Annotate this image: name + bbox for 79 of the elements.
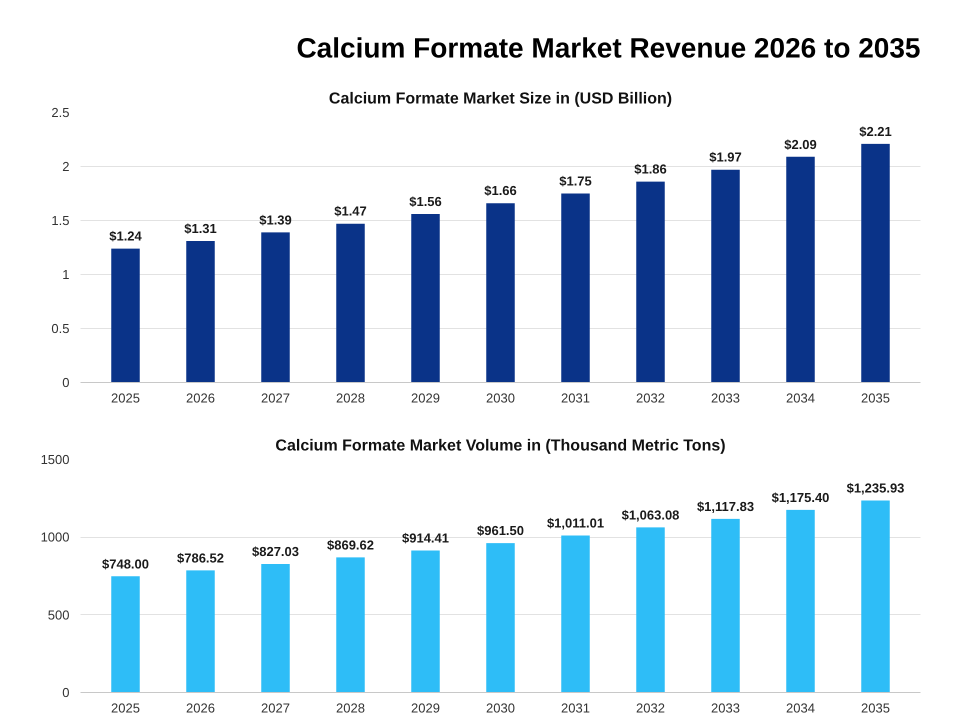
bar [261,564,290,692]
bar [786,156,815,382]
bar [561,194,590,382]
x-tick-label: 2028 [336,700,365,716]
y-tick-label: 2.5 [51,105,70,120]
data-label: $748.00 [102,556,150,572]
y-tick-label: 2 [62,159,70,174]
x-tick-label: 2032 [636,390,665,406]
x-tick-label: 2029 [411,700,440,716]
y-tick-label: 1 [62,267,70,282]
y-tick-label: 0 [62,685,70,700]
data-label: $1.24 [109,228,143,244]
bar [486,203,515,382]
y-tick-label: 1500 [40,452,70,467]
bar [111,248,140,382]
data-label: $1.97 [709,150,742,165]
data-label: $786.52 [177,550,224,566]
bar [186,241,215,382]
y-tick-label: 1.5 [51,213,70,228]
bar [336,224,365,382]
bar [711,518,740,692]
chart-title: Calcium Formate Market Revenue 2026 to 2035 [296,32,921,64]
x-tick-label: 2030 [486,390,515,406]
data-label: $914.41 [402,530,450,546]
data-label: $1,117.83 [696,498,754,514]
bar [411,214,440,382]
x-tick-label: 2026 [186,390,215,406]
x-tick-label: 2033 [711,700,740,716]
x-tick-label: 2026 [186,700,215,716]
data-label: $1.86 [634,162,667,177]
x-tick-label: 2032 [636,700,665,716]
x-tick-label: 2033 [711,390,740,406]
y-tick-label: 0 [62,375,70,390]
y-tick-label: 500 [48,607,70,622]
x-tick-label: 2031 [561,390,590,406]
x-tick-label: 2029 [411,390,440,406]
bar [261,232,290,382]
x-tick-label: 2034 [786,700,815,716]
x-tick-label: 2030 [486,700,515,716]
data-label: $1.66 [484,183,517,198]
data-label: $1,235.93 [846,480,904,496]
x-tick-label: 2034 [786,390,815,406]
bar [411,550,440,692]
data-label: $1,063.08 [622,507,680,522]
bar [111,576,140,692]
data-label: $1.75 [559,174,592,188]
data-label: $1.47 [334,204,367,219]
bar [561,535,590,692]
x-tick-label: 2025 [111,700,140,716]
data-label: $869.62 [327,537,374,552]
data-label: $961.50 [477,523,524,538]
data-label: $1,175.40 [772,490,830,505]
data-label: $2.21 [859,124,892,139]
bar [786,510,815,692]
x-tick-label: 2028 [336,390,365,406]
bar [861,144,890,382]
chart-subtitle: Calcium Formate Market Size in (USD Billion) [328,90,672,108]
data-label: $2.09 [784,136,817,152]
x-tick-label: 2035 [861,700,890,716]
x-tick-label: 2027 [261,390,290,406]
y-tick-label: 1000 [40,530,70,545]
data-label: $1.39 [259,212,292,228]
data-label: $1,011.01 [546,515,604,530]
bar [636,182,665,382]
data-label: $1.31 [184,221,217,236]
bar [186,570,215,692]
bar [636,527,665,692]
data-label: $1.56 [409,194,442,210]
x-tick-label: 2031 [561,700,590,716]
bar [861,500,890,692]
y-tick-label: 0.5 [51,321,70,336]
x-tick-label: 2025 [111,390,140,406]
x-tick-label: 2027 [261,700,290,716]
data-label: $827.03 [252,544,300,560]
bar [711,170,740,382]
chart-subtitle: Calcium Formate Market Volume in (Thousand Metric Tons) [275,438,726,454]
x-tick-label: 2035 [861,390,890,406]
bar [336,557,365,692]
bar [486,543,515,692]
